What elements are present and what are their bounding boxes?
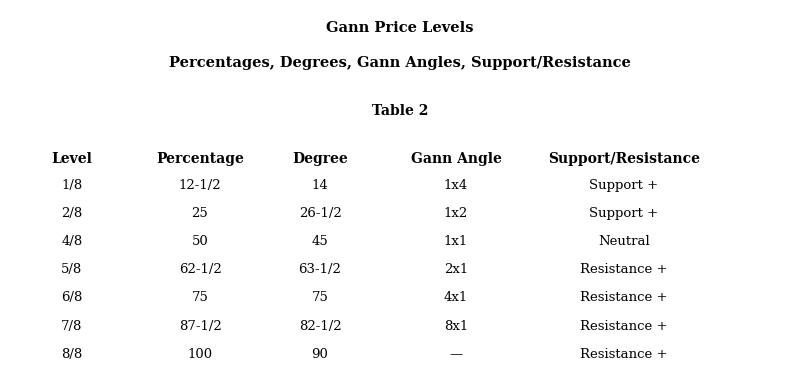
Text: Resistance +: Resistance + bbox=[580, 320, 668, 333]
Text: 4/8: 4/8 bbox=[62, 235, 82, 248]
Text: 4x1: 4x1 bbox=[444, 291, 468, 305]
Text: Support/Resistance: Support/Resistance bbox=[548, 152, 700, 166]
Text: 1/8: 1/8 bbox=[62, 179, 82, 192]
Text: 2/8: 2/8 bbox=[62, 207, 82, 220]
Text: 1x1: 1x1 bbox=[444, 235, 468, 248]
Text: 12-1/2: 12-1/2 bbox=[178, 179, 222, 192]
Text: 90: 90 bbox=[311, 348, 329, 361]
Text: —: — bbox=[450, 348, 462, 361]
Text: 5/8: 5/8 bbox=[62, 263, 82, 276]
Text: 7/8: 7/8 bbox=[62, 320, 82, 333]
Text: 100: 100 bbox=[187, 348, 213, 361]
Text: 1x4: 1x4 bbox=[444, 179, 468, 192]
Text: 63-1/2: 63-1/2 bbox=[298, 263, 342, 276]
Text: 1x2: 1x2 bbox=[444, 207, 468, 220]
Text: 50: 50 bbox=[192, 235, 208, 248]
Text: 8x1: 8x1 bbox=[444, 320, 468, 333]
Text: 75: 75 bbox=[191, 291, 209, 305]
Text: Percentages, Degrees, Gann Angles, Support/Resistance: Percentages, Degrees, Gann Angles, Suppo… bbox=[169, 56, 631, 70]
Text: 26-1/2: 26-1/2 bbox=[298, 207, 342, 220]
Text: 8/8: 8/8 bbox=[62, 348, 82, 361]
Text: Level: Level bbox=[51, 152, 93, 166]
Text: Resistance +: Resistance + bbox=[580, 291, 668, 305]
Text: Gann Angle: Gann Angle bbox=[410, 152, 502, 166]
Text: Support +: Support + bbox=[590, 179, 658, 192]
Text: 25: 25 bbox=[192, 207, 208, 220]
Text: 75: 75 bbox=[311, 291, 329, 305]
Text: 82-1/2: 82-1/2 bbox=[298, 320, 342, 333]
Text: Resistance +: Resistance + bbox=[580, 348, 668, 361]
Text: 87-1/2: 87-1/2 bbox=[178, 320, 222, 333]
Text: Table 2: Table 2 bbox=[372, 104, 428, 118]
Text: Support +: Support + bbox=[590, 207, 658, 220]
Text: 2x1: 2x1 bbox=[444, 263, 468, 276]
Text: Percentage: Percentage bbox=[156, 152, 244, 166]
Text: Resistance +: Resistance + bbox=[580, 263, 668, 276]
Text: Neutral: Neutral bbox=[598, 235, 650, 248]
Text: 45: 45 bbox=[312, 235, 328, 248]
Text: 14: 14 bbox=[312, 179, 328, 192]
Text: 62-1/2: 62-1/2 bbox=[178, 263, 222, 276]
Text: 6/8: 6/8 bbox=[62, 291, 82, 305]
Text: Gann Price Levels: Gann Price Levels bbox=[326, 21, 474, 35]
Text: Degree: Degree bbox=[292, 152, 348, 166]
